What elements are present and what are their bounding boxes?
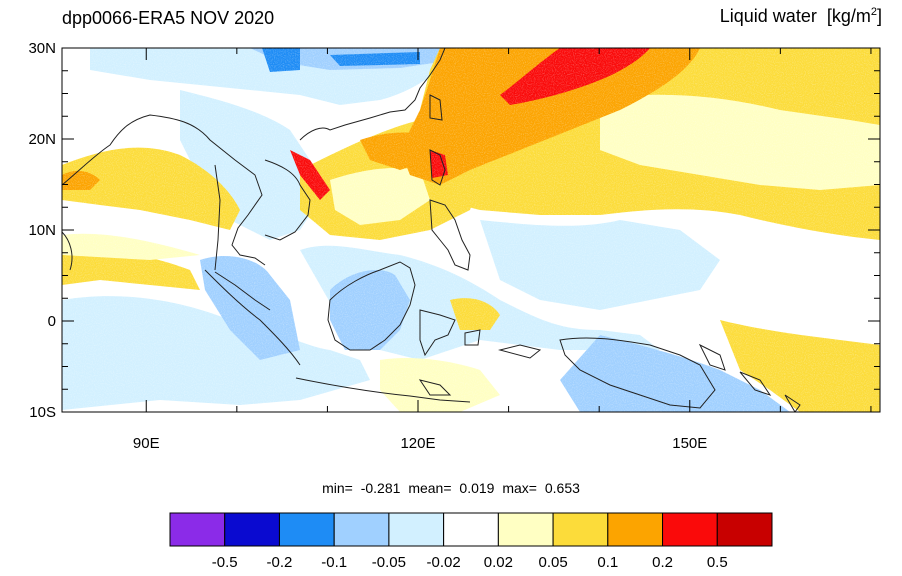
colorbar-swatch bbox=[169, 512, 226, 547]
colorbar-swatch bbox=[443, 512, 499, 547]
colorbar-swatch bbox=[716, 512, 773, 547]
lat-tick-label: 20N bbox=[28, 131, 56, 148]
colorbar-label: 0.5 bbox=[707, 554, 728, 571]
units-bracket-close: ] bbox=[876, 6, 882, 26]
colorbar-label: -0.2 bbox=[267, 554, 293, 571]
min-label: min= bbox=[322, 480, 353, 496]
mean-value: 0.019 bbox=[459, 480, 495, 496]
lat-tick-label: 30N bbox=[28, 40, 56, 57]
colorbar-label: -0.1 bbox=[321, 554, 347, 571]
field-statistics: min= -0.281 mean= 0.019 max= 0.653 bbox=[0, 480, 902, 496]
lon-tick-label: 90E bbox=[133, 435, 160, 452]
units-exponent: 2 bbox=[870, 6, 877, 18]
colorbar-label: 0.02 bbox=[484, 554, 513, 571]
colorbar-label: -0.02 bbox=[427, 554, 461, 571]
max-label: max= bbox=[502, 480, 537, 496]
variable-units-title: Liquid water [kg/m2] bbox=[720, 6, 882, 27]
colorbar-swatch bbox=[497, 512, 554, 547]
coastlines bbox=[62, 48, 801, 412]
colorbar-swatch bbox=[224, 512, 280, 547]
map-axes: 30N 20N 10N 0 10S 90E 120E 150E bbox=[28, 40, 880, 452]
map-title: dpp0066-ERA5 NOV 2020 bbox=[62, 8, 275, 28]
variable-name: Liquid water bbox=[719, 6, 817, 26]
mean-label: mean= bbox=[408, 480, 452, 496]
colorbar-swatch bbox=[607, 512, 664, 547]
lat-tick-label: 0 bbox=[48, 313, 56, 330]
min-value: -0.281 bbox=[360, 480, 401, 496]
lat-tick-label: 10S bbox=[29, 404, 56, 421]
colorbar-swatch bbox=[278, 512, 335, 547]
lat-tick-label: 10N bbox=[28, 222, 56, 239]
colorbar-swatch bbox=[333, 512, 390, 547]
colorbar-label: 0.2 bbox=[652, 554, 673, 571]
colorbar: -0.5 -0.2 -0.1 -0.05 -0.02 0.02 0.05 0.1 0.2 0.5 bbox=[169, 512, 773, 571]
colorbar-label: -0.05 bbox=[372, 554, 406, 571]
lon-tick-label: 150E bbox=[672, 435, 707, 452]
colorbar-swatch bbox=[552, 512, 609, 547]
colorbar-label: -0.5 bbox=[212, 554, 238, 571]
units-text: [kg/m bbox=[826, 6, 871, 26]
lon-tick-label: 120E bbox=[400, 435, 435, 452]
liquid-water-field bbox=[62, 48, 880, 412]
max-value: 0.653 bbox=[544, 480, 580, 496]
colorbar-swatch bbox=[388, 512, 445, 547]
colorbar-label: 0.1 bbox=[597, 554, 618, 571]
colorbar-label: 0.05 bbox=[538, 554, 567, 571]
colorbar-swatch bbox=[662, 512, 718, 547]
